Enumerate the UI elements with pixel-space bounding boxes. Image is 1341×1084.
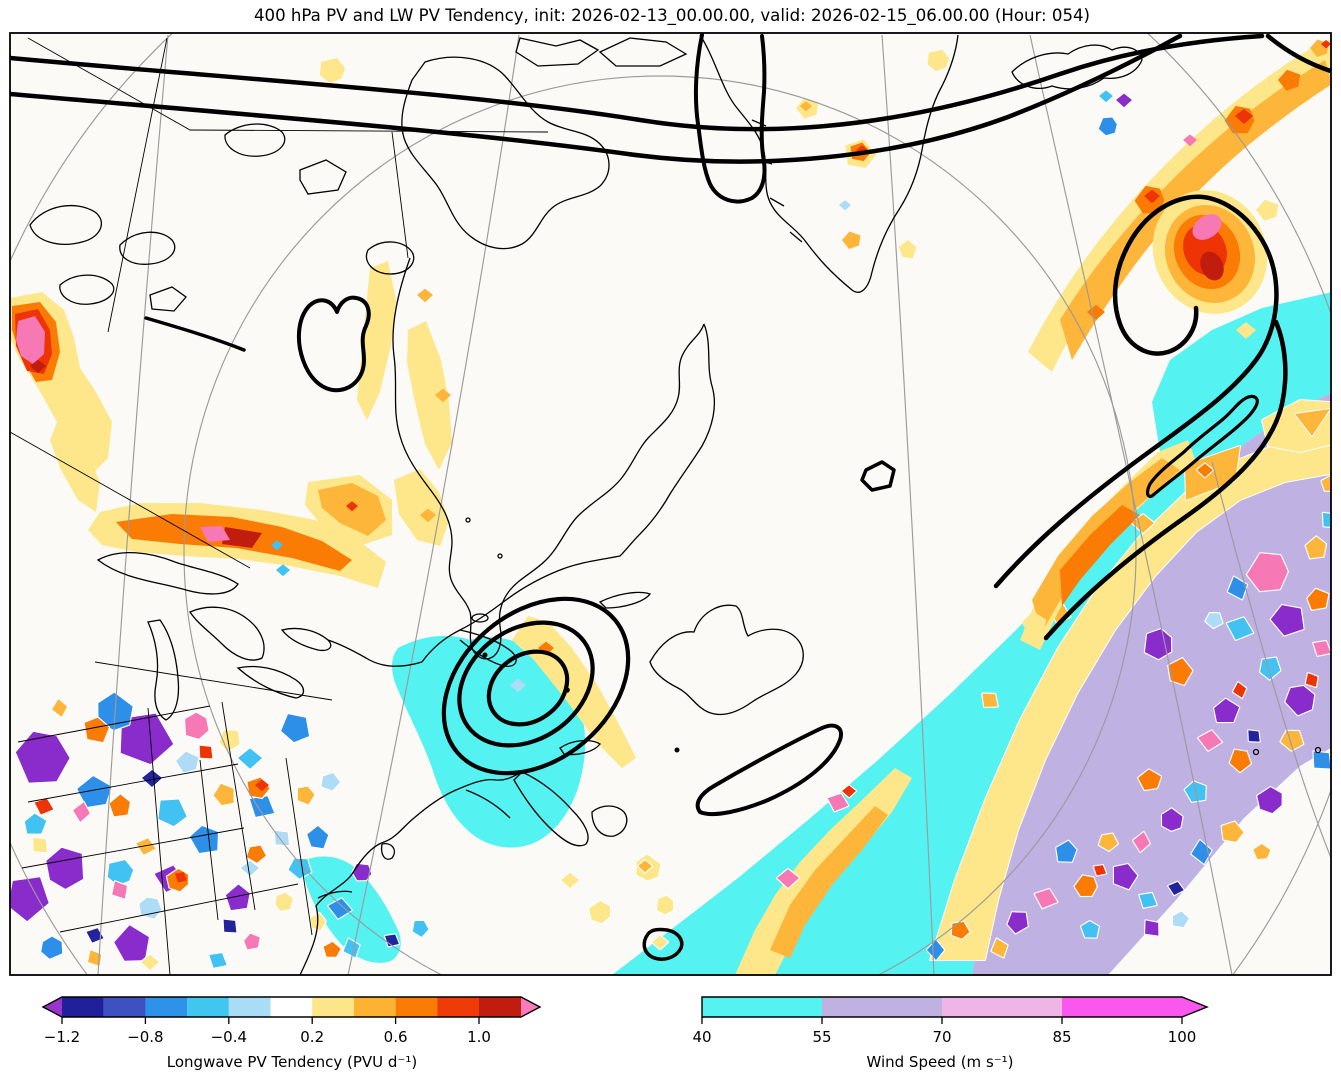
pv-colorbar-under-arrow: [43, 997, 62, 1017]
colorbar-segment: [395, 997, 438, 1017]
colorbar-tick-label: 0.2: [300, 1028, 324, 1046]
colorbar-tick-label: 0.6: [384, 1028, 408, 1046]
colorbar-segment: [353, 997, 396, 1017]
colorbar-tick-label: 70: [932, 1028, 951, 1046]
colorbar-tick-label: 40: [692, 1028, 711, 1046]
pv-colorbar-ticks: [61, 1017, 480, 1024]
map-frame: [9, 32, 1332, 976]
colorbar-segment: [270, 997, 313, 1017]
wind-colorbar-over-arrow: [1182, 997, 1207, 1017]
wind-colorbar-outline: [701, 996, 1209, 1018]
colorbar-segment: [228, 997, 271, 1017]
pv-tendency-fills: [10, 38, 1331, 975]
pv-colorbar-label: Longwave PV Tendency (PVU d⁻¹): [167, 1053, 417, 1071]
pv-colorbar-over-arrow: [521, 997, 540, 1017]
colorbar-segment: [103, 997, 146, 1017]
colorbar-segment: [822, 997, 942, 1017]
pv-colorbar-outline: [41, 996, 542, 1018]
colorbar-segment: [1062, 997, 1182, 1017]
colorbar-tick-label: −0.8: [127, 1028, 163, 1046]
pv-colorbar-segments: [62, 997, 521, 1017]
colorbar-segment: [702, 997, 822, 1017]
colorbar-segment: [62, 997, 104, 1017]
coastlines: [29, 34, 1322, 975]
political-borders: [10, 37, 549, 975]
colorbar-segment: [437, 997, 480, 1017]
wind-speed-colorbar: 40 55 70 85 100 Wind Speed (m s⁻¹): [692, 996, 1209, 1071]
wind-colorbar-ticks: [701, 1017, 1183, 1024]
colorbar-tick-label: −1.2: [44, 1028, 80, 1046]
colorbar-tick-label: 100: [1168, 1028, 1197, 1046]
pv-contours: [10, 33, 1331, 961]
colorbar-segment: [942, 997, 1062, 1017]
figure-title: 400 hPa PV and LW PV Tendency, init: 202…: [254, 6, 1090, 26]
colorbar-segment: [312, 997, 354, 1017]
colorbar-tick-label: 55: [812, 1028, 831, 1046]
wind-colorbar-label: Wind Speed (m s⁻¹): [866, 1053, 1013, 1071]
colorbar-tick-label: 1.0: [467, 1028, 491, 1046]
pv-tendency-colorbar: −1.2 −0.8 −0.4 0.2 0.6 1.0 Longwave PV T…: [41, 996, 542, 1071]
colorbar-segment: [187, 997, 229, 1017]
colorbar-segment: [479, 997, 521, 1017]
colorbar-segment: [145, 997, 188, 1017]
colorbar-tick-label: 85: [1052, 1028, 1071, 1046]
colorbar-tick-label: −0.4: [211, 1028, 247, 1046]
wind-colorbar-segments: [702, 997, 1182, 1017]
